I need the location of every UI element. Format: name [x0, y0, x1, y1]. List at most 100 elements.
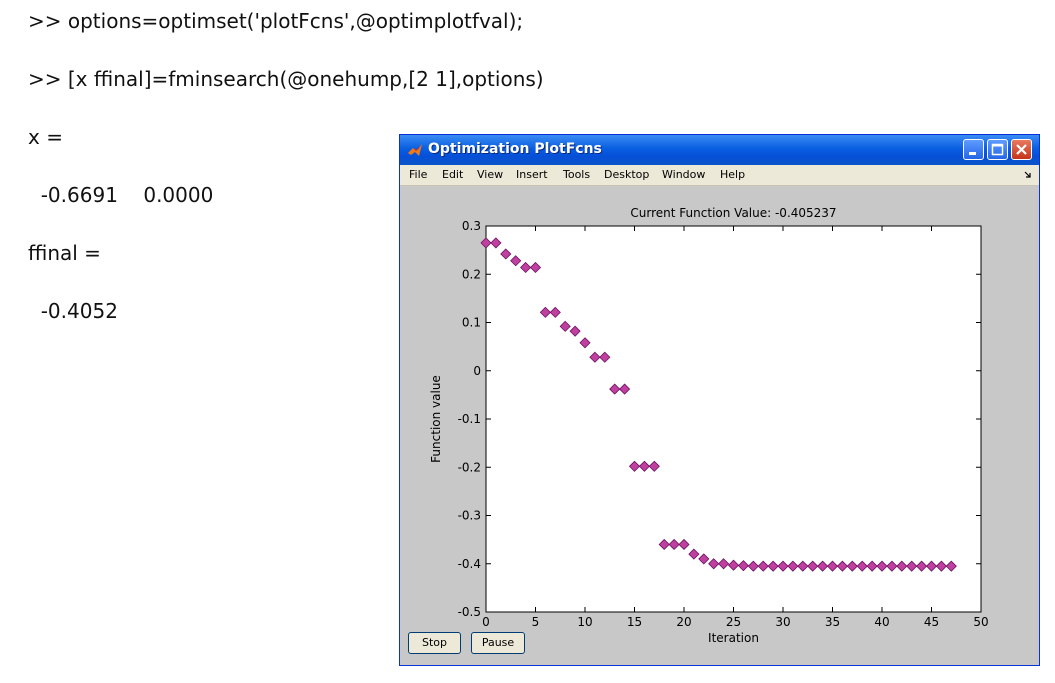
data-point	[906, 560, 918, 572]
data-point	[856, 560, 868, 572]
data-point	[836, 560, 848, 572]
y-tick-label: -0.2	[458, 460, 481, 474]
y-tick-label: -0.3	[458, 509, 481, 523]
x-tick-label: 35	[825, 615, 840, 629]
data-point	[727, 559, 740, 571]
x-tick-label: 0	[482, 615, 490, 629]
y-tick-label: -0.5	[458, 605, 481, 619]
x-tick-label: 5	[532, 615, 540, 629]
x-tick-label: 20	[676, 615, 691, 629]
function-value-plot: Current Function Value: -0.405237 0 5 10 15 2…	[429, 206, 989, 645]
pause-button[interactable]: Pause	[471, 632, 525, 654]
stop-button[interactable]: Stop	[408, 632, 461, 654]
menu-tools[interactable]: Tools	[563, 168, 591, 181]
x-tick-label: 25	[726, 615, 741, 629]
console-output-x-label: x =	[28, 125, 63, 149]
console-output-ffinal-value: -0.4052	[28, 299, 118, 323]
data-point	[886, 560, 898, 572]
data-point	[925, 560, 938, 572]
menu-help[interactable]: Help	[720, 168, 746, 181]
x-tick-label: 10	[577, 615, 592, 629]
data-point	[539, 306, 551, 318]
plot-axes-box	[485, 225, 982, 613]
data-point	[628, 460, 641, 472]
data-point	[896, 560, 908, 572]
y-tick-label: 0	[473, 364, 481, 378]
minimize-button[interactable]	[963, 139, 984, 160]
menu-file[interactable]: File	[409, 168, 428, 181]
data-point	[708, 558, 720, 570]
data-point	[579, 337, 591, 349]
data-point	[826, 560, 839, 572]
data-point	[569, 325, 581, 337]
data-point	[737, 560, 749, 572]
data-point	[767, 560, 779, 572]
data-point	[529, 261, 542, 274]
x-tick-label: 40	[874, 615, 889, 629]
matlab-logo-icon	[408, 144, 422, 156]
close-button[interactable]	[1011, 139, 1032, 160]
menu-window[interactable]: Window	[662, 168, 706, 181]
chart-title: Current Function Value: -0.405237	[630, 206, 836, 220]
console-command-1: >> options=optimset('plotFcns',@optimplo…	[28, 9, 524, 33]
data-point	[510, 255, 522, 267]
y-tick-label: 0.1	[462, 316, 481, 330]
data-point	[500, 248, 512, 260]
data-point	[480, 237, 492, 249]
data-point	[648, 460, 660, 472]
data-point	[757, 560, 769, 572]
console-output-x-value: -0.6691 0.0000	[28, 183, 214, 207]
data-point	[876, 560, 888, 572]
data-point	[549, 306, 561, 318]
close-icon	[1016, 144, 1027, 155]
data-point	[520, 261, 532, 274]
menu-edit[interactable]: Edit	[442, 168, 464, 181]
data-point	[916, 560, 928, 572]
maximize-icon	[991, 143, 1004, 156]
data-point	[747, 560, 759, 572]
y-tick-label: -0.1	[458, 412, 481, 426]
data-point	[797, 560, 809, 572]
window-title: Optimization PlotFcns	[428, 141, 602, 157]
console-output-ffinal-label: ffinal =	[28, 241, 101, 265]
y-tick-label: 0.2	[462, 267, 481, 281]
menu-view[interactable]: View	[477, 168, 504, 181]
x-tick-label: 50	[973, 615, 988, 629]
x-tick-label: 15	[627, 615, 642, 629]
x-tick-label: 30	[775, 615, 790, 629]
data-point	[619, 383, 631, 395]
x-tick-label: 45	[924, 615, 939, 629]
y-tick-label: 0.3	[462, 219, 481, 233]
console-command-2: >> [x ffinal]=fminsearch(@onehump,[2 1],…	[28, 67, 544, 91]
menu-insert[interactable]: Insert	[516, 168, 548, 181]
data-point	[589, 351, 601, 363]
data-point	[678, 538, 690, 551]
data-point	[866, 560, 878, 572]
data-point	[718, 558, 730, 570]
y-axis-label: Function value	[429, 375, 443, 463]
dock-arrow-icon[interactable]	[1024, 171, 1032, 179]
data-point	[559, 320, 571, 332]
menu-bar: File Edit View Insert Tools Desktop Wind…	[400, 165, 1039, 186]
title-bar[interactable]: Optimization PlotFcns	[400, 135, 1039, 166]
data-point	[599, 351, 611, 363]
data-point	[609, 383, 621, 395]
data-point	[846, 560, 858, 572]
minimize-icon	[969, 152, 976, 155]
data-point	[698, 553, 710, 565]
data-point	[668, 538, 680, 551]
menu-desktop[interactable]: Desktop	[604, 168, 650, 181]
y-tick-label: -0.4	[458, 557, 481, 571]
data-point	[817, 560, 829, 572]
data-point	[777, 560, 789, 572]
data-point	[490, 237, 502, 249]
data-point	[658, 538, 670, 551]
data-point	[945, 560, 957, 572]
x-axis-label: Iteration	[708, 631, 759, 645]
figure-window: Optimization PlotFcns File Edit View Ins…	[399, 134, 1040, 666]
data-point	[688, 548, 700, 560]
data-point	[935, 560, 947, 572]
figure-area: Current Function Value: -0.405237 0 5 10 15 2…	[400, 186, 1039, 665]
maximize-button[interactable]	[987, 139, 1008, 160]
data-point	[638, 460, 650, 472]
